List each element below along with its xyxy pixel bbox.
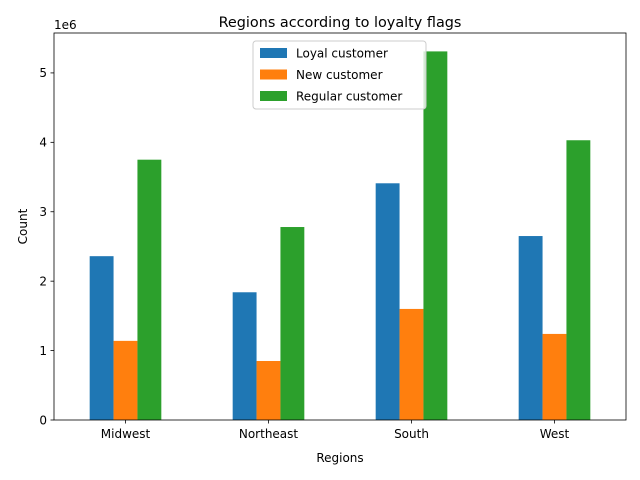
plot-frame [53, 32, 627, 421]
bar-loyal-customer-west [518, 236, 543, 420]
x-tick-label: West [540, 427, 570, 441]
x-tick-label: South [394, 427, 429, 441]
y-tick-label: 3 [39, 205, 47, 219]
bar-regular-customer-west [566, 140, 591, 420]
bar-regular-customer-midwest [137, 159, 162, 420]
legend: Loyal customer New customer Regular custom… [252, 40, 427, 110]
bars-layer [89, 51, 591, 421]
legend-label-loyal-customer: Loyal customer [296, 46, 388, 60]
y-tick-label: 5 [39, 66, 47, 80]
legend-swatch-regular-customer [260, 91, 287, 101]
bar-regular-customer-south [423, 51, 448, 421]
chart-title: Regions according to loyalty flags [219, 15, 462, 31]
y-tick-label: 4 [39, 136, 47, 150]
y-tick-label: 1 [39, 344, 47, 358]
legend-label-regular-customer: Regular customer [296, 89, 402, 103]
bar-new-customer-northeast [256, 360, 281, 420]
y-axis-label: Count [16, 208, 30, 244]
bar-regular-customer-northeast [280, 227, 305, 420]
bar-new-customer-west [542, 333, 567, 420]
bar-new-customer-south [399, 308, 424, 420]
x-axis-ticks: Midwest Northeast South West [101, 420, 570, 441]
legend-swatch-new-customer [260, 69, 287, 80]
x-tick-label: Midwest [101, 427, 151, 441]
legend-box [252, 40, 427, 110]
y-tick-label: 2 [39, 274, 47, 288]
bar-new-customer-midwest [113, 340, 138, 420]
y-axis-offset-label: 1e6 [54, 18, 77, 32]
y-axis-ticks: 0 1 2 3 4 5 [39, 66, 54, 427]
bar-loyal-customer-midwest [89, 256, 114, 420]
x-axis-label: Regions [316, 451, 363, 465]
x-tick-label: Northeast [239, 427, 299, 441]
bar-loyal-customer-south [375, 183, 400, 420]
legend-label-new-customer: New customer [296, 68, 383, 82]
y-tick-label: 0 [39, 413, 47, 427]
bar-loyal-customer-northeast [232, 292, 257, 420]
legend-swatch-loyal-customer [260, 48, 287, 58]
